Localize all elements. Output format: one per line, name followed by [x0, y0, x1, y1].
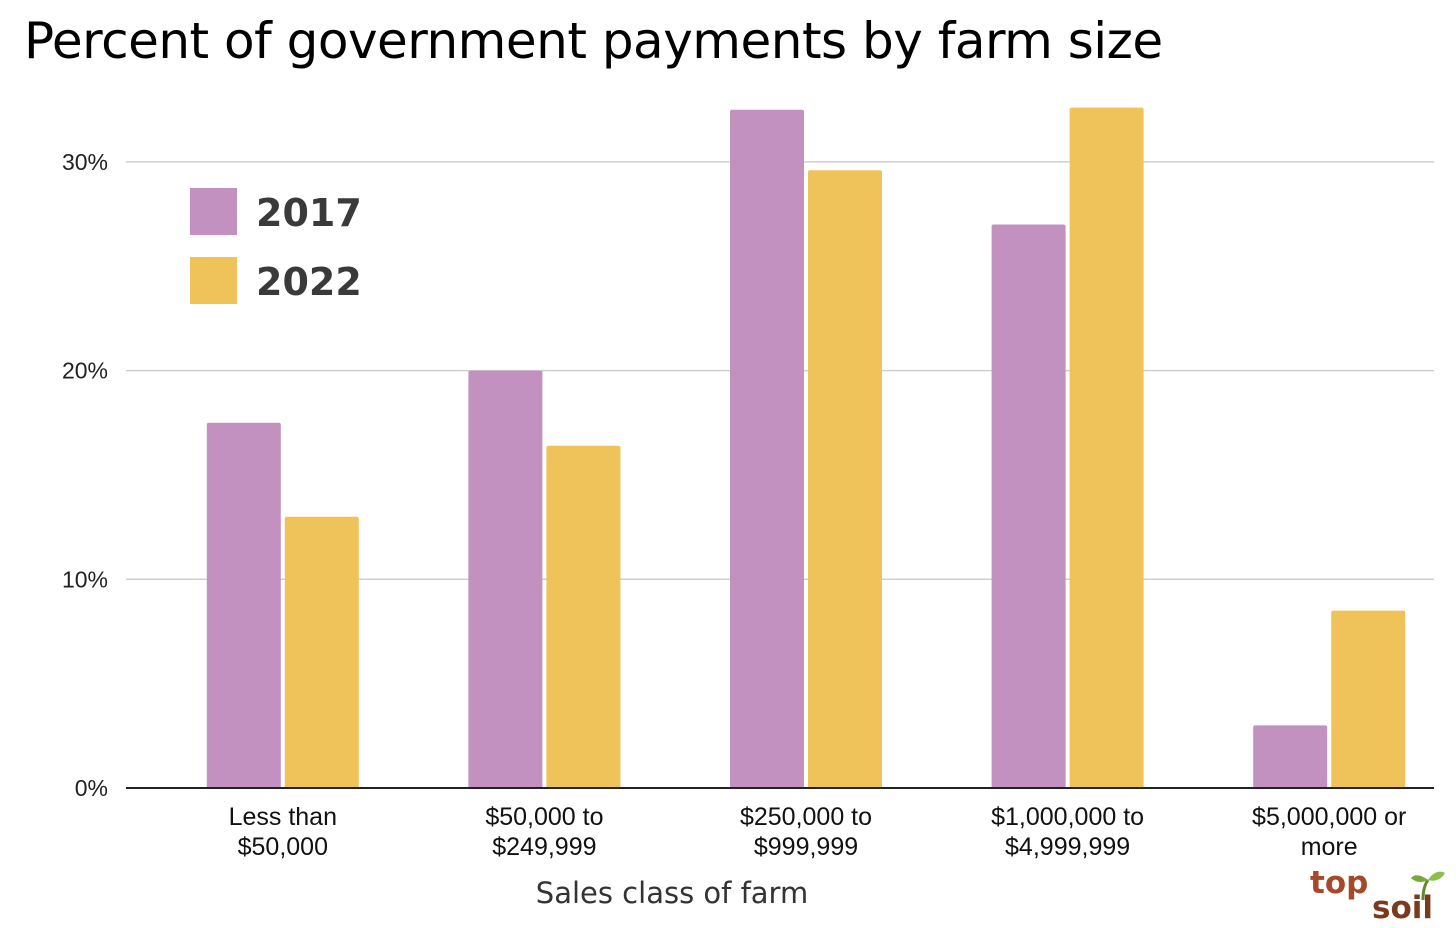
x-tick-label: $5,000,000 or more — [1252, 803, 1406, 861]
bar-2022-3 — [1069, 107, 1144, 788]
x-tick-label: Less than $50,000 — [229, 803, 337, 861]
bar-2017-1 — [468, 370, 543, 788]
topsoil-logo: top soil — [1310, 865, 1445, 926]
chart-title: Percent of government payments by farm s… — [24, 12, 1163, 70]
y-tick-label: 10% — [62, 566, 108, 592]
legend-swatch-2022 — [190, 257, 237, 304]
bar-2022-0 — [284, 516, 359, 788]
x-tick-label: $1,000,000 to $4,999,999 — [991, 803, 1144, 861]
bar-2017-3 — [991, 224, 1066, 788]
x-tick-label: $50,000 to $249,999 — [485, 803, 603, 861]
bar-2022-2 — [808, 170, 882, 789]
bar-2017-2 — [730, 109, 804, 789]
bar-2017-0 — [206, 422, 281, 788]
x-tick-label: $250,000 to $999,999 — [740, 803, 872, 861]
logo-text-top: top — [1310, 865, 1368, 901]
legend-label-2022: 2022 — [256, 260, 362, 304]
y-axis-ticks: 0% 10% 20% 30% — [62, 149, 108, 801]
y-tick-label: 0% — [75, 775, 108, 801]
x-axis-label: Sales class of farm — [536, 876, 808, 910]
bar-2022-1 — [546, 445, 621, 788]
y-tick-label: 30% — [62, 149, 108, 175]
bar-2022-4 — [1331, 610, 1406, 788]
legend-swatch-2017 — [190, 188, 237, 235]
bar-2017-4 — [1253, 725, 1328, 788]
sprout-icon — [1411, 871, 1445, 901]
legend-label-2017: 2017 — [256, 191, 362, 235]
legend: 2017 2022 — [190, 188, 362, 304]
x-axis-ticks: Less than $50,000 $50,000 to $249,999 $250,0… — [229, 803, 1407, 861]
bars — [206, 107, 1406, 789]
y-tick-label: 20% — [62, 358, 108, 384]
